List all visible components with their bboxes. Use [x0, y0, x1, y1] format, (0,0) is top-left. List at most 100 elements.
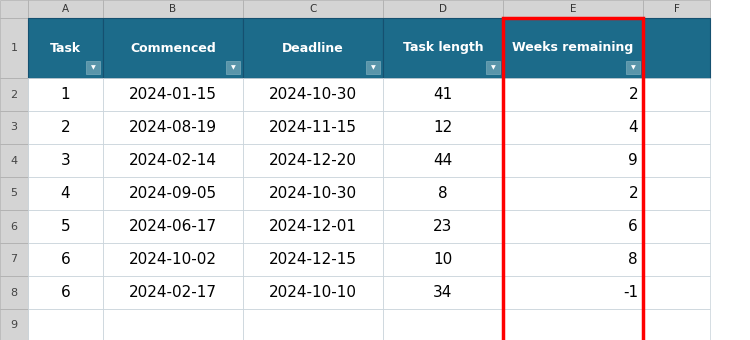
Bar	[243, 210, 383, 243]
Text: 4: 4	[628, 120, 638, 135]
Text: 2024-09-05: 2024-09-05	[129, 186, 217, 201]
Bar	[0, 210, 28, 243]
Text: 44: 44	[433, 153, 452, 168]
Text: 41: 41	[433, 87, 452, 102]
Text: ▼: ▼	[490, 65, 495, 70]
Text: 2024-11-15: 2024-11-15	[269, 120, 357, 135]
Text: 2024-02-17: 2024-02-17	[129, 285, 217, 300]
Text: 4: 4	[61, 186, 70, 201]
Text: 2024-10-10: 2024-10-10	[269, 285, 357, 300]
Text: 34: 34	[433, 285, 453, 300]
Bar	[243, 78, 383, 111]
Bar	[383, 177, 503, 210]
Bar	[366, 61, 380, 74]
Text: -1: -1	[622, 285, 638, 300]
Text: 2024-08-19: 2024-08-19	[129, 120, 217, 135]
Text: 9: 9	[10, 321, 17, 330]
Bar	[643, 243, 710, 276]
Bar	[383, 276, 503, 309]
Bar	[243, 276, 383, 309]
Bar	[103, 309, 243, 340]
Bar	[383, 0, 503, 18]
Bar	[0, 111, 28, 144]
Text: 2024-12-15: 2024-12-15	[269, 252, 357, 267]
Text: 6: 6	[10, 221, 17, 232]
Text: C: C	[309, 4, 316, 14]
Bar	[643, 210, 710, 243]
Bar	[243, 243, 383, 276]
Bar	[643, 309, 710, 340]
Text: 12: 12	[433, 120, 452, 135]
Text: 1: 1	[61, 87, 70, 102]
Bar	[243, 309, 383, 340]
Bar	[643, 276, 710, 309]
Bar	[383, 18, 503, 78]
Text: 6: 6	[61, 285, 70, 300]
Bar	[243, 111, 383, 144]
Text: ▼: ▼	[231, 65, 236, 70]
Bar	[503, 276, 643, 309]
Bar	[383, 309, 503, 340]
Text: E: E	[570, 4, 576, 14]
Bar	[226, 61, 240, 74]
Bar	[243, 144, 383, 177]
Text: ▼: ▼	[91, 65, 95, 70]
Bar	[28, 144, 103, 177]
Text: 2: 2	[628, 87, 638, 102]
Text: ▼: ▼	[370, 65, 375, 70]
Bar	[28, 243, 103, 276]
Bar	[503, 144, 643, 177]
Text: 2024-02-14: 2024-02-14	[129, 153, 217, 168]
Bar	[643, 18, 710, 78]
Bar	[503, 309, 643, 340]
Bar	[86, 61, 100, 74]
Text: 2024-12-01: 2024-12-01	[269, 219, 357, 234]
Text: 5: 5	[61, 219, 70, 234]
Bar	[243, 18, 383, 78]
Text: Task: Task	[50, 41, 81, 54]
Bar	[383, 78, 503, 111]
Text: 2024-10-30: 2024-10-30	[269, 186, 357, 201]
Bar	[28, 177, 103, 210]
Bar	[0, 309, 28, 340]
Text: 1: 1	[10, 43, 17, 53]
Bar	[503, 0, 643, 18]
Bar	[103, 111, 243, 144]
Bar	[28, 309, 103, 340]
Bar	[243, 177, 383, 210]
Bar	[103, 18, 243, 78]
Bar	[626, 61, 640, 74]
Text: 2024-10-30: 2024-10-30	[269, 87, 357, 102]
Bar	[103, 210, 243, 243]
Text: 2024-01-15: 2024-01-15	[129, 87, 217, 102]
Bar	[103, 78, 243, 111]
Bar	[643, 111, 710, 144]
Bar	[243, 0, 383, 18]
Bar	[28, 276, 103, 309]
Text: Commenced: Commenced	[130, 41, 216, 54]
Bar	[103, 177, 243, 210]
Text: 6: 6	[628, 219, 638, 234]
Text: B: B	[170, 4, 176, 14]
Text: 4: 4	[10, 155, 17, 166]
Text: 9: 9	[628, 153, 638, 168]
Text: Deadline: Deadline	[282, 41, 344, 54]
Text: F: F	[674, 4, 680, 14]
Bar	[486, 61, 500, 74]
Bar	[0, 177, 28, 210]
Text: 2024-06-17: 2024-06-17	[129, 219, 217, 234]
Bar	[503, 18, 643, 340]
Text: 10: 10	[433, 252, 452, 267]
Text: Task length: Task length	[403, 41, 483, 54]
Bar	[103, 144, 243, 177]
Bar	[643, 0, 710, 18]
Bar	[503, 111, 643, 144]
Bar	[28, 111, 103, 144]
Bar	[0, 0, 28, 18]
Bar	[383, 144, 503, 177]
Bar	[503, 18, 643, 78]
Text: A: A	[62, 4, 69, 14]
Text: 5: 5	[10, 188, 17, 199]
Bar	[383, 243, 503, 276]
Bar	[28, 210, 103, 243]
